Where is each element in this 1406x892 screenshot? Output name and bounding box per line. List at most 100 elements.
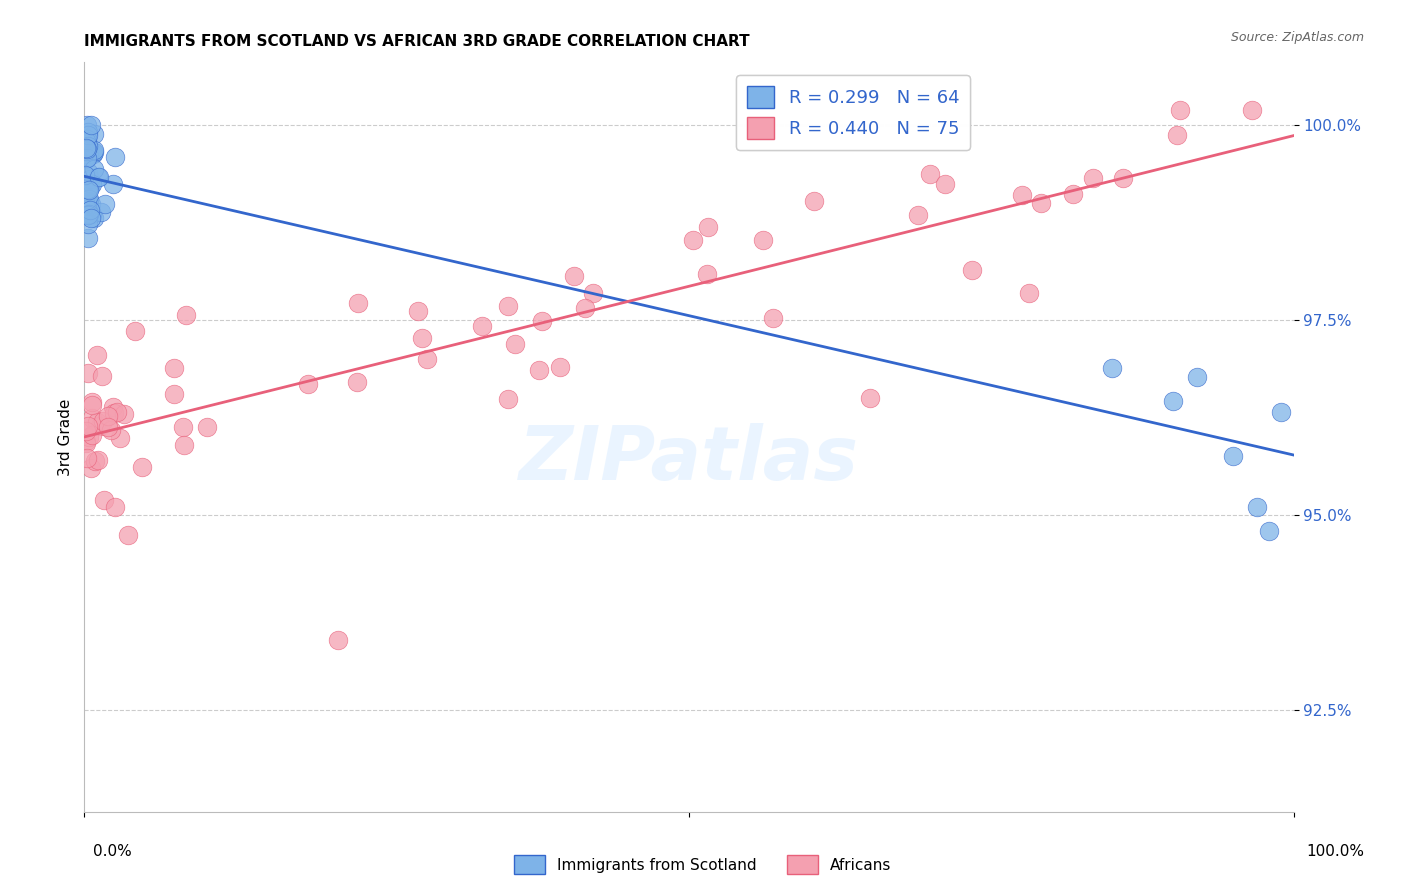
Point — [1168, 103, 1191, 118]
Point — [920, 167, 942, 181]
Point — [117, 528, 139, 542]
Point — [77, 164, 100, 178]
Point — [75, 141, 97, 155]
Point — [80, 461, 103, 475]
Point — [101, 178, 124, 192]
Point — [1270, 405, 1292, 419]
Point — [108, 431, 131, 445]
Point — [83, 211, 105, 225]
Point — [503, 336, 526, 351]
Point — [77, 366, 100, 380]
Point — [80, 411, 103, 425]
Point — [80, 118, 103, 132]
Point — [1062, 187, 1084, 202]
Point — [131, 460, 153, 475]
Point — [411, 331, 433, 345]
Point — [86, 452, 108, 467]
Point — [79, 172, 101, 186]
Point — [752, 233, 775, 247]
Point — [1011, 188, 1033, 202]
Point — [73, 151, 96, 165]
Point — [124, 324, 146, 338]
Point — [498, 392, 520, 407]
Point — [80, 178, 103, 192]
Point — [97, 409, 120, 423]
Point — [75, 434, 97, 448]
Point — [89, 419, 111, 434]
Point — [77, 128, 100, 142]
Point — [1166, 128, 1188, 142]
Point — [86, 415, 108, 429]
Point — [960, 263, 983, 277]
Point — [297, 376, 319, 391]
Point — [79, 192, 101, 206]
Point — [84, 454, 107, 468]
Point — [77, 139, 100, 153]
Point — [107, 405, 129, 419]
Point — [803, 194, 825, 209]
Point — [97, 420, 120, 434]
Point — [80, 207, 103, 221]
Point — [82, 145, 104, 159]
Point — [75, 151, 97, 165]
Point — [173, 438, 195, 452]
Point — [77, 183, 100, 197]
Point — [77, 195, 100, 210]
Point — [77, 419, 100, 434]
Point — [79, 206, 101, 220]
Point — [112, 407, 135, 421]
Point — [1112, 170, 1135, 185]
Y-axis label: 3rd Grade: 3rd Grade — [58, 399, 73, 475]
Point — [415, 351, 437, 366]
Point — [1101, 361, 1123, 376]
Point — [696, 267, 718, 281]
Point — [1241, 103, 1264, 117]
Point — [90, 368, 112, 383]
Point — [1185, 370, 1208, 384]
Point — [195, 420, 218, 434]
Point — [1161, 393, 1184, 408]
Text: Source: ZipAtlas.com: Source: ZipAtlas.com — [1230, 31, 1364, 45]
Point — [574, 301, 596, 315]
Point — [104, 500, 127, 514]
Point — [328, 632, 350, 647]
Point — [93, 492, 115, 507]
Point — [76, 184, 98, 198]
Point — [1246, 500, 1268, 515]
Point — [496, 299, 519, 313]
Point — [80, 428, 103, 442]
Point — [83, 127, 105, 141]
Point — [75, 168, 97, 182]
Point — [75, 424, 97, 438]
Point — [76, 132, 98, 146]
Point — [83, 161, 105, 176]
Point — [101, 400, 124, 414]
Point — [75, 208, 97, 222]
Text: ZIPatlas: ZIPatlas — [519, 423, 859, 496]
Point — [80, 211, 103, 226]
Point — [77, 208, 100, 222]
Point — [471, 319, 494, 334]
Point — [76, 231, 98, 245]
Point — [75, 134, 97, 148]
Point — [408, 304, 430, 318]
Point — [1222, 449, 1244, 463]
Point — [77, 182, 100, 196]
Point — [76, 202, 98, 217]
Point — [163, 387, 186, 401]
Point — [346, 295, 368, 310]
Point — [87, 170, 110, 185]
Point — [87, 169, 110, 184]
Point — [527, 362, 550, 376]
Point — [1081, 170, 1104, 185]
Point — [1258, 524, 1281, 538]
Point — [172, 420, 194, 434]
Point — [86, 348, 108, 362]
Point — [104, 150, 127, 164]
Point — [562, 268, 585, 283]
Point — [174, 308, 197, 322]
Point — [77, 194, 100, 209]
Point — [75, 145, 97, 159]
Point — [76, 142, 98, 156]
Point — [79, 180, 101, 194]
